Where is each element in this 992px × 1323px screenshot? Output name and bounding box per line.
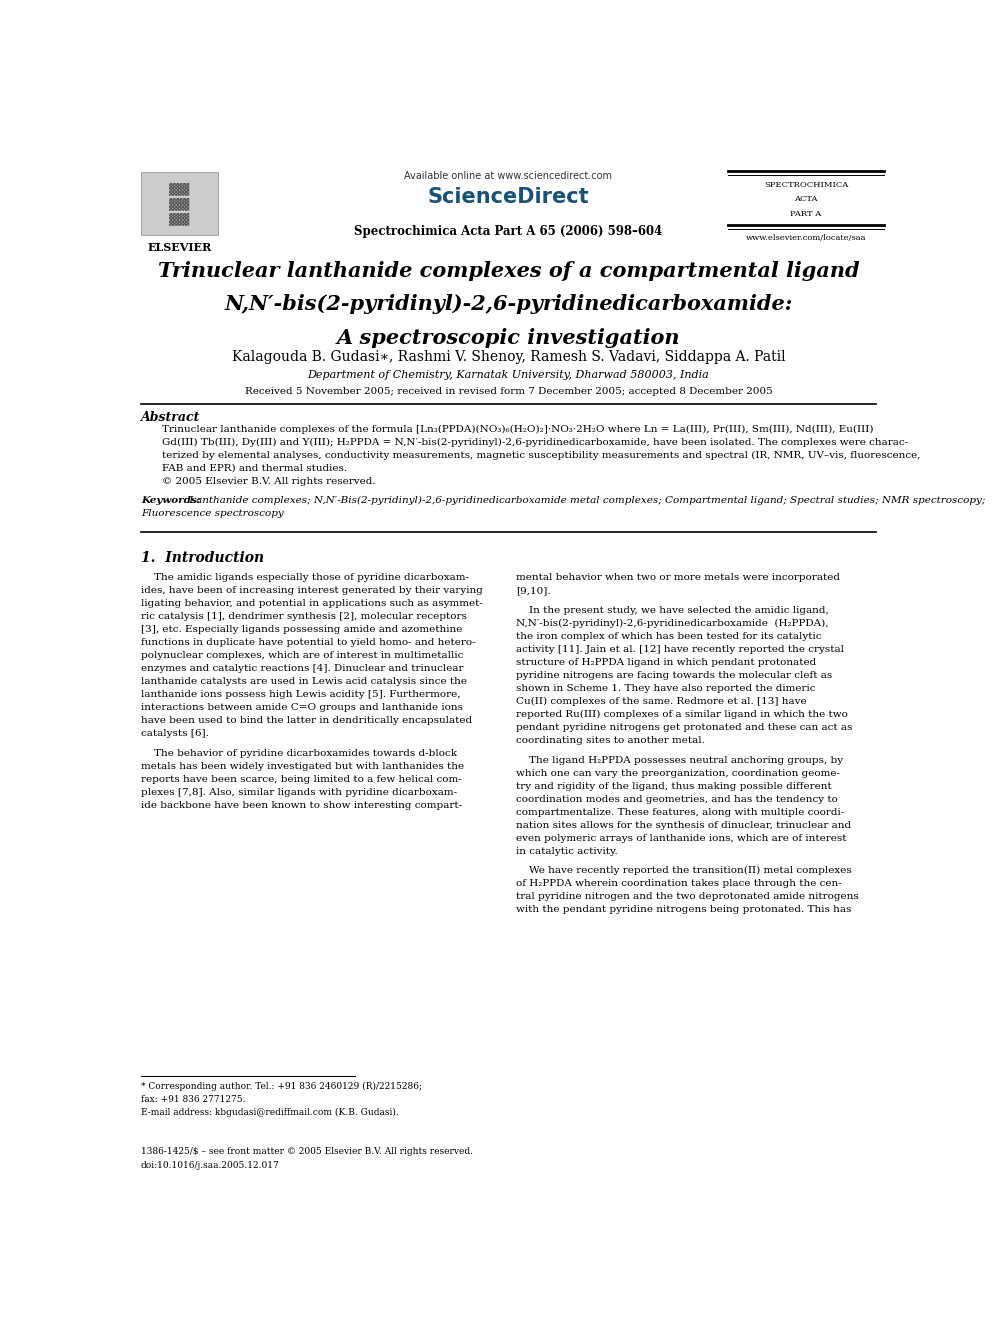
Text: ▓▓▓
▓▓▓
▓▓▓: ▓▓▓ ▓▓▓ ▓▓▓	[170, 183, 189, 225]
Text: pyridine nitrogens are facing towards the molecular cleft as: pyridine nitrogens are facing towards th…	[516, 671, 832, 680]
Text: ric catalysis [1], dendrimer synthesis [2], molecular receptors: ric catalysis [1], dendrimer synthesis […	[141, 613, 467, 620]
Text: The ligand H₂PPDA possesses neutral anchoring groups, by: The ligand H₂PPDA possesses neutral anch…	[516, 755, 843, 765]
Text: with the pendant pyridine nitrogens being protonated. This has: with the pendant pyridine nitrogens bein…	[516, 905, 851, 914]
Text: doi:10.1016/j.saa.2005.12.017: doi:10.1016/j.saa.2005.12.017	[141, 1162, 280, 1170]
Text: enzymes and catalytic reactions [4]. Dinuclear and trinuclear: enzymes and catalytic reactions [4]. Din…	[141, 664, 463, 673]
Text: Department of Chemistry, Karnatak University, Dharwad 580003, India: Department of Chemistry, Karnatak Univer…	[308, 369, 709, 380]
Text: Fluorescence spectroscopy: Fluorescence spectroscopy	[141, 509, 284, 519]
Text: SPECTROCHIMICA: SPECTROCHIMICA	[764, 181, 848, 189]
Text: 1.  Introduction: 1. Introduction	[141, 550, 264, 565]
Text: ELSEVIER: ELSEVIER	[147, 242, 211, 253]
Text: coordination modes and geometries, and has the tendency to: coordination modes and geometries, and h…	[516, 795, 838, 803]
Text: 1386-1425/$ – see front matter © 2005 Elsevier B.V. All rights reserved.: 1386-1425/$ – see front matter © 2005 El…	[141, 1147, 473, 1156]
FancyBboxPatch shape	[141, 172, 218, 235]
Text: Spectrochimica Acta Part A 65 (2006) 598–604: Spectrochimica Acta Part A 65 (2006) 598…	[354, 225, 663, 238]
Text: Lanthanide complexes; N,N′-Bis(2-pyridinyl)-2,6-pyridinedicarboxamide metal comp: Lanthanide complexes; N,N′-Bis(2-pyridin…	[186, 496, 985, 505]
Text: ide backbone have been known to show interesting compart-: ide backbone have been known to show int…	[141, 802, 462, 810]
Text: Kalagouda B. Gudasi∗, Rashmi V. Shenoy, Ramesh S. Vadavi, Siddappa A. Patil: Kalagouda B. Gudasi∗, Rashmi V. Shenoy, …	[231, 351, 786, 364]
Text: which one can vary the preorganization, coordination geome-: which one can vary the preorganization, …	[516, 769, 840, 778]
Text: reported Ru(III) complexes of a similar ligand in which the two: reported Ru(III) complexes of a similar …	[516, 710, 848, 718]
Text: fax: +91 836 2771275.: fax: +91 836 2771275.	[141, 1095, 245, 1103]
Text: [9,10].: [9,10].	[516, 586, 551, 595]
Text: tral pyridine nitrogen and the two deprotonated amide nitrogens: tral pyridine nitrogen and the two depro…	[516, 893, 859, 901]
Text: the iron complex of which has been tested for its catalytic: the iron complex of which has been teste…	[516, 631, 821, 640]
Text: mental behavior when two or more metals were incorporated: mental behavior when two or more metals …	[516, 573, 840, 582]
Text: [3], etc. Especially ligands possessing amide and azomethine: [3], etc. Especially ligands possessing …	[141, 626, 462, 634]
Text: activity [11]. Jain et al. [12] have recently reported the crystal: activity [11]. Jain et al. [12] have rec…	[516, 644, 844, 654]
Text: polynuclear complexes, which are of interest in multimetallic: polynuclear complexes, which are of inte…	[141, 651, 463, 660]
Text: Trinuclear lanthanide complexes of the formula [Ln₃(PPDA)(NO₃)₆(H₂O)₂]·NO₃·2H₂O : Trinuclear lanthanide complexes of the f…	[163, 425, 874, 434]
Text: catalysts [6].: catalysts [6].	[141, 729, 208, 738]
Text: even polymeric arrays of lanthanide ions, which are of interest: even polymeric arrays of lanthanide ions…	[516, 833, 846, 843]
Text: ScienceDirect: ScienceDirect	[428, 188, 589, 208]
Text: N,N′-bis(2-pyridinyl)-2,6-pyridinedicarboxamide  (H₂PPDA),: N,N′-bis(2-pyridinyl)-2,6-pyridinedicarb…	[516, 619, 828, 627]
Text: Abstract: Abstract	[141, 411, 200, 425]
Text: lanthanide ions possess high Lewis acidity [5]. Furthermore,: lanthanide ions possess high Lewis acidi…	[141, 691, 460, 700]
Text: N,N′-bis(2-pyridinyl)-2,6-pyridinedicarboxamide:: N,N′-bis(2-pyridinyl)-2,6-pyridinedicarb…	[224, 294, 793, 315]
Text: try and rigidity of the ligand, thus making possible different: try and rigidity of the ligand, thus mak…	[516, 782, 832, 791]
Text: Cu(II) complexes of the same. Redmore et al. [13] have: Cu(II) complexes of the same. Redmore et…	[516, 697, 806, 706]
Text: * Corresponding author. Tel.: +91 836 2460129 (R)/2215286;: * Corresponding author. Tel.: +91 836 24…	[141, 1082, 422, 1091]
Text: Trinuclear lanthanide complexes of a compartmental ligand: Trinuclear lanthanide complexes of a com…	[158, 261, 859, 280]
Text: We have recently reported the transition(II) metal complexes: We have recently reported the transition…	[516, 867, 852, 876]
Text: have been used to bind the latter in dendritically encapsulated: have been used to bind the latter in den…	[141, 716, 472, 725]
Text: lanthanide catalysts are used in Lewis acid catalysis since the: lanthanide catalysts are used in Lewis a…	[141, 677, 467, 687]
Text: of H₂PPDA wherein coordination takes place through the cen-: of H₂PPDA wherein coordination takes pla…	[516, 880, 842, 889]
Text: Keywords:: Keywords:	[141, 496, 200, 505]
Text: www.elsevier.com/locate/saa: www.elsevier.com/locate/saa	[746, 234, 866, 242]
Text: PART A: PART A	[791, 209, 821, 218]
Text: metals has been widely investigated but with lanthanides the: metals has been widely investigated but …	[141, 762, 464, 771]
Text: ligating behavior, and potential in applications such as asymmet-: ligating behavior, and potential in appl…	[141, 599, 483, 609]
Text: A spectroscopic investigation: A spectroscopic investigation	[336, 328, 681, 348]
Text: functions in duplicate have potential to yield homo- and hetero-: functions in duplicate have potential to…	[141, 638, 475, 647]
Text: The amidic ligands especially those of pyridine dicarboxam-: The amidic ligands especially those of p…	[141, 573, 469, 582]
Text: © 2005 Elsevier B.V. All rights reserved.: © 2005 Elsevier B.V. All rights reserved…	[163, 476, 376, 486]
Text: pendant pyridine nitrogens get protonated and these can act as: pendant pyridine nitrogens get protonate…	[516, 722, 852, 732]
Text: Available online at www.sciencedirect.com: Available online at www.sciencedirect.co…	[405, 171, 612, 181]
Text: ACTA: ACTA	[795, 196, 817, 204]
Text: The behavior of pyridine dicarboxamides towards d-block: The behavior of pyridine dicarboxamides …	[141, 749, 457, 758]
Text: Gd(III) Tb(III), Dy(III) and Y(III); H₂PPDA = N,N′-bis(2-pyridinyl)-2,6-pyridine: Gd(III) Tb(III), Dy(III) and Y(III); H₂P…	[163, 438, 909, 447]
Text: E-mail address: kbgudasi@rediffmail.com (K.B. Gudasi).: E-mail address: kbgudasi@rediffmail.com …	[141, 1109, 399, 1118]
Text: terized by elemental analyses, conductivity measurements, magnetic susceptibilit: terized by elemental analyses, conductiv…	[163, 451, 921, 460]
Text: In the present study, we have selected the amidic ligand,: In the present study, we have selected t…	[516, 606, 829, 615]
Text: compartmentalize. These features, along with multiple coordi-: compartmentalize. These features, along …	[516, 807, 844, 816]
Text: plexes [7,8]. Also, similar ligands with pyridine dicarboxam-: plexes [7,8]. Also, similar ligands with…	[141, 789, 457, 798]
Text: interactions between amide C=O groups and lanthanide ions: interactions between amide C=O groups an…	[141, 704, 463, 712]
Text: structure of H₂PPDA ligand in which pendant protonated: structure of H₂PPDA ligand in which pend…	[516, 658, 816, 667]
Text: Received 5 November 2005; received in revised form 7 December 2005; accepted 8 D: Received 5 November 2005; received in re…	[244, 386, 773, 396]
Text: reports have been scarce, being limited to a few helical com-: reports have been scarce, being limited …	[141, 775, 461, 785]
Text: ides, have been of increasing interest generated by their varying: ides, have been of increasing interest g…	[141, 586, 483, 595]
Text: in catalytic activity.: in catalytic activity.	[516, 847, 618, 856]
Text: FAB and EPR) and thermal studies.: FAB and EPR) and thermal studies.	[163, 464, 347, 472]
Text: nation sites allows for the synthesis of dinuclear, trinuclear and: nation sites allows for the synthesis of…	[516, 820, 851, 830]
Text: shown in Scheme 1. They have also reported the dimeric: shown in Scheme 1. They have also report…	[516, 684, 815, 693]
Text: coordinating sites to another metal.: coordinating sites to another metal.	[516, 736, 705, 745]
